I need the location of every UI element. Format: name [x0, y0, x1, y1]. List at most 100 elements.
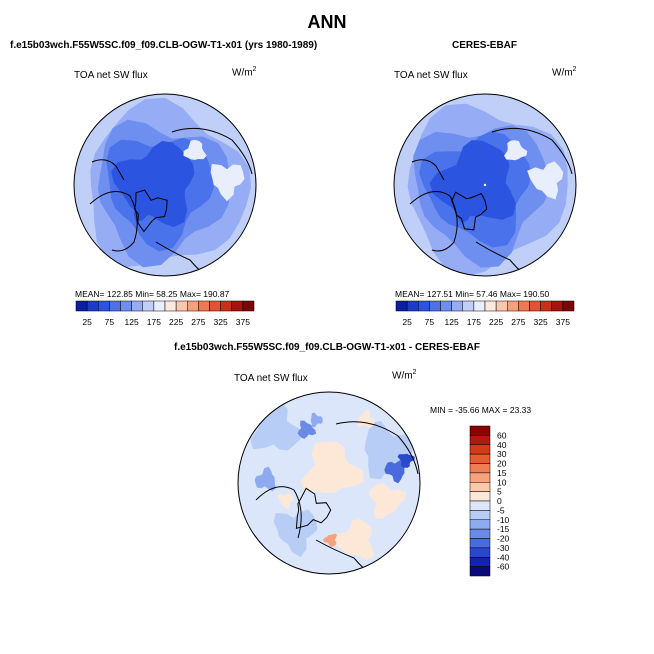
coastline-greenland	[295, 487, 332, 529]
coastline-north-america	[255, 486, 302, 539]
panel-1-stats: MEAN= 122.85 Min= 58.25 Max= 190.87	[75, 289, 230, 299]
colorbar-tick-label: 25	[82, 317, 92, 327]
colorbar-tick-label: -40	[497, 552, 510, 562]
diff-patch	[250, 401, 302, 451]
colorbar-swatch	[220, 300, 233, 312]
colorbar-swatch	[142, 300, 155, 312]
panel-3-variable-label: TOA net SW flux	[234, 373, 308, 384]
diff-patch	[310, 412, 323, 428]
colorbar-swatch	[469, 566, 491, 577]
colorbar-swatch	[469, 444, 491, 455]
colorbar-swatch	[507, 300, 519, 312]
colorbar-swatch	[164, 300, 177, 312]
colorbar-tick-label: -60	[497, 562, 510, 572]
diff-patch	[254, 466, 276, 492]
colorbar-tick-label: 125	[125, 317, 139, 327]
colorbar-tick-label: 175	[467, 317, 481, 327]
panel-2-units-base: W/m	[552, 67, 573, 79]
coastline-eurasia	[171, 127, 253, 175]
panel-1-colorbar: 25 75 125 175 225 275 325 375	[75, 300, 255, 327]
colorbar-tick-label: 325	[214, 317, 228, 327]
coastline-alaska	[91, 159, 125, 181]
pole-marker	[483, 183, 487, 187]
colorbar-swatch	[187, 300, 199, 312]
colorbar-swatch	[198, 300, 210, 312]
flux-band-light-patch-2	[527, 161, 564, 200]
map-frame	[393, 93, 577, 277]
colorbar-swatch	[86, 300, 99, 312]
colorbar-tick-label: 325	[534, 317, 548, 327]
colorbar-swatch	[469, 528, 491, 539]
colorbar-swatch	[529, 300, 541, 312]
colorbar-swatch	[473, 300, 486, 312]
colorbar-swatch	[495, 300, 508, 312]
panel-3-units-exp: 2	[412, 369, 417, 376]
colorbar-swatch	[242, 300, 255, 312]
colorbar-swatch	[429, 300, 441, 312]
panel-1-case-title: f.e15b03wch.F55W5SC.f09_f09.CLB-OGW-T1-x…	[10, 40, 318, 51]
colorbar-swatch	[131, 300, 144, 312]
flux-band-light-patch	[504, 140, 528, 161]
colorbar-tick-label: 75	[105, 317, 115, 327]
colorbar-tick-label: 275	[191, 317, 205, 327]
panel-2-stats: MEAN= 127.51 Min= 57.46 Max= 190.50	[395, 289, 550, 299]
colorbar-swatch	[469, 482, 491, 492]
colorbar-swatch	[451, 300, 464, 312]
colorbar-swatch	[469, 472, 491, 483]
panel-3-case-title: f.e15b03wch.F55W5SC.f09_f09.CLB-OGW-T1-x…	[174, 342, 480, 353]
colorbar-tick-label: -10	[497, 515, 510, 525]
colorbar-swatch	[469, 463, 491, 474]
colorbar-swatch	[469, 547, 491, 558]
diff-patch	[331, 519, 375, 560]
colorbar-tick-label: 5	[497, 487, 502, 497]
panel-2-colorbar: 25 75 125 175 225 275 325 375	[395, 300, 575, 327]
colorbar-swatch	[469, 519, 491, 530]
colorbar-tick-label: 40	[497, 440, 507, 450]
colorbar-swatch	[551, 300, 564, 312]
colorbar-swatch	[406, 300, 419, 312]
panel-1-polar-map	[73, 93, 257, 277]
colorbar-tick-label: -15	[497, 524, 510, 534]
colorbar-tick-label: 125	[445, 317, 459, 327]
coastline-eurasia	[335, 421, 419, 475]
colorbar-tick-label: 10	[497, 477, 507, 487]
colorbar-swatch	[469, 425, 491, 436]
colorbar-swatch	[469, 538, 491, 549]
colorbar-swatch	[469, 435, 491, 446]
colorbar-swatch	[418, 300, 430, 312]
colorbar-tick-label: 60	[497, 430, 507, 440]
colorbar-tick-label: -20	[497, 534, 510, 544]
flux-band-light-patch-2	[210, 163, 245, 202]
flux-band-75	[429, 140, 516, 220]
colorbar-swatch	[109, 300, 121, 312]
panel-2-variable-label: TOA net SW flux	[394, 70, 468, 81]
panel-2-units: W/m2	[552, 66, 576, 78]
diff-patch	[322, 533, 338, 547]
diff-patch	[277, 493, 294, 510]
colorbar-swatch	[209, 300, 221, 312]
colorbar-tick-label: 75	[425, 317, 435, 327]
colorbar-tick-label: 30	[497, 449, 507, 459]
coastline-north-america	[89, 191, 138, 252]
colorbar-tick-label: 15	[497, 468, 507, 478]
coastline-alaska	[411, 159, 445, 181]
diff-patch	[397, 453, 415, 468]
panel-1-units-base: W/m	[232, 67, 253, 79]
flux-band-greenland	[132, 188, 161, 221]
panel-3-units: W/m2	[392, 369, 416, 381]
colorbar-swatch	[231, 300, 244, 312]
diff-patch	[297, 420, 317, 439]
colorbar-tick-label: 0	[497, 496, 502, 506]
flux-band-light-patch	[183, 139, 207, 160]
colorbar-swatch	[98, 300, 110, 312]
panel-3-stats: MIN = -35.66 MAX = 23.33	[430, 405, 532, 415]
flux-band-greenland	[451, 190, 480, 223]
coastline-greenland	[134, 189, 168, 233]
colorbar-swatch	[440, 300, 452, 312]
colorbar-tick-label: 20	[497, 459, 507, 469]
colorbar-swatch	[484, 300, 497, 312]
colorbar-swatch	[469, 500, 491, 511]
coastline-eurasia	[491, 127, 573, 175]
panel-2-polar-map	[393, 93, 577, 277]
